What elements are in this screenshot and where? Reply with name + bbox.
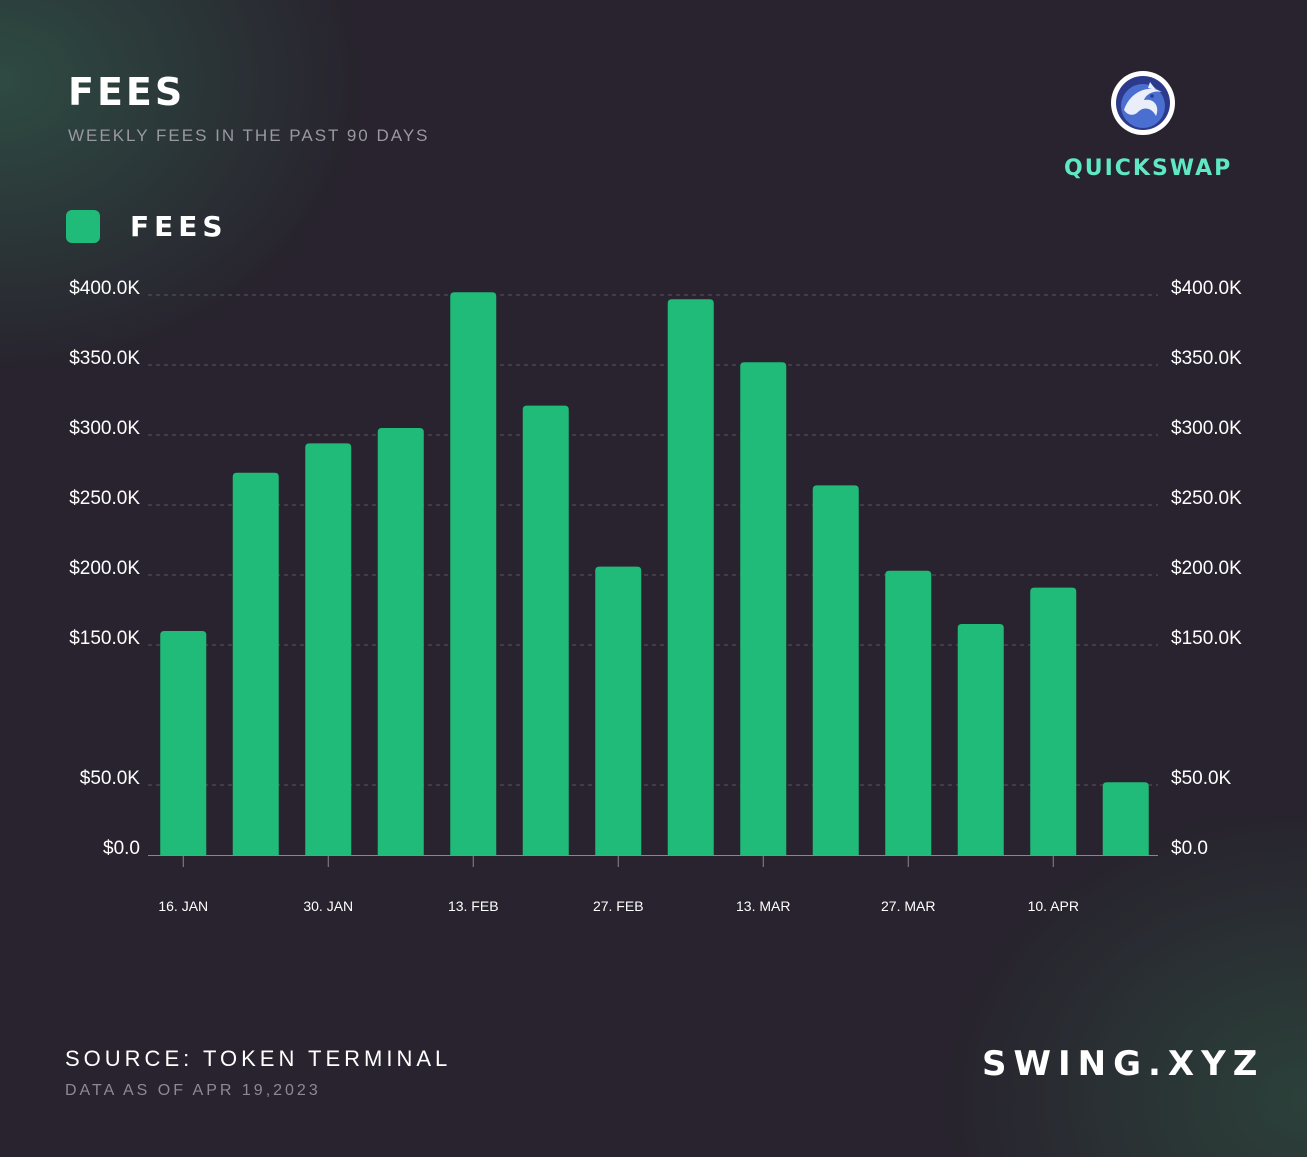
bar [450, 292, 497, 855]
y-tick-label-left: $0.0 [103, 838, 140, 859]
bar [1102, 782, 1149, 855]
y-tick-label-right: $50.0K [1171, 768, 1232, 789]
legend-swatch [66, 210, 100, 243]
x-tick-label: 27. FEB [593, 898, 644, 914]
chart-subtitle: WEEKLY FEES IN THE PAST 90 DAYS [68, 126, 430, 145]
y-tick-label-left: $250.0K [69, 488, 140, 509]
y-tick-label-left: $400.0K [69, 278, 140, 299]
y-tick-label-right: $150.0K [1171, 628, 1242, 649]
bar [1030, 587, 1077, 855]
y-tick-label-right: $300.0K [1171, 418, 1242, 439]
bar [377, 428, 424, 855]
y-tick-label-left: $200.0K [69, 558, 140, 579]
bar [232, 472, 279, 855]
quickswap-dragon-logo-icon [1111, 71, 1175, 135]
bar [740, 362, 787, 855]
y-tick-label-right: $350.0K [1171, 348, 1242, 369]
bar [667, 299, 714, 855]
site-brand: SWING.XYZ [982, 1044, 1265, 1084]
y-tick-label-left: $50.0K [80, 768, 141, 789]
x-tick-label: 30. JAN [303, 898, 353, 914]
bar [160, 631, 207, 855]
chart-title: FEES [68, 70, 186, 114]
y-tick-label-left: $350.0K [69, 348, 140, 369]
bar [957, 624, 1004, 855]
bar [595, 566, 642, 855]
axes: $0.0 $0.0 $50.0K $50.0K $150.0K $150.0K $200.0… [69, 278, 1242, 914]
y-tick-label-left: $150.0K [69, 628, 140, 649]
bar [812, 485, 859, 855]
x-tick-label: 13. MAR [736, 898, 790, 914]
x-tick-label: 13. FEB [448, 898, 499, 914]
source-label: SOURCE: TOKEN TERMINAL [65, 1046, 452, 1071]
x-tick-label: 10. APR [1028, 898, 1079, 914]
x-tick-label: 27. MAR [881, 898, 935, 914]
y-tick-label-right: $400.0K [1171, 278, 1242, 299]
y-tick-label-right: $0.0 [1171, 838, 1208, 859]
y-tick-label-left: $300.0K [69, 418, 140, 439]
legend-label: FEES [130, 210, 228, 243]
gridlines [148, 294, 1158, 786]
bar [885, 570, 932, 855]
y-tick-label-right: $250.0K [1171, 488, 1242, 509]
data-as-of-label: DATA AS OF APR 19,2023 [65, 1082, 321, 1099]
y-tick-label-right: $200.0K [1171, 558, 1242, 579]
brand-name: QUICKSWAP [1064, 156, 1233, 181]
bar [305, 443, 352, 855]
bar [522, 405, 569, 855]
x-tick-label: 16. JAN [158, 898, 208, 914]
bars [160, 292, 1149, 855]
